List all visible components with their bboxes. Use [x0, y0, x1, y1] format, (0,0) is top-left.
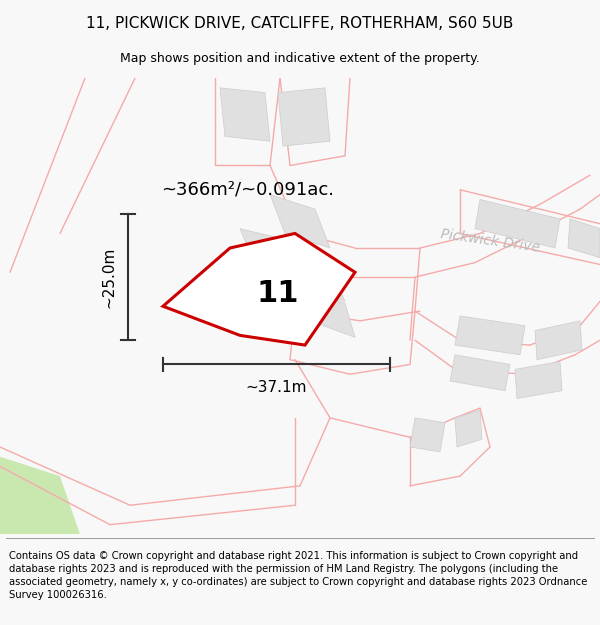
Text: ~37.1m: ~37.1m: [246, 380, 307, 395]
Text: Pickwick Drive: Pickwick Drive: [439, 228, 541, 255]
Polygon shape: [455, 316, 525, 355]
Text: Contains OS data © Crown copyright and database right 2021. This information is : Contains OS data © Crown copyright and d…: [9, 551, 587, 600]
Polygon shape: [450, 355, 510, 391]
Text: Map shows position and indicative extent of the property.: Map shows position and indicative extent…: [120, 52, 480, 65]
Polygon shape: [245, 272, 300, 321]
Polygon shape: [220, 88, 270, 141]
Polygon shape: [285, 253, 345, 301]
Polygon shape: [475, 199, 560, 248]
Polygon shape: [535, 321, 582, 359]
Polygon shape: [300, 287, 355, 338]
Text: ~366m²/~0.091ac.: ~366m²/~0.091ac.: [161, 181, 335, 199]
Polygon shape: [455, 410, 482, 447]
Text: 11, PICKWICK DRIVE, CATCLIFFE, ROTHERHAM, S60 5UB: 11, PICKWICK DRIVE, CATCLIFFE, ROTHERHAM…: [86, 16, 514, 31]
Text: ~25.0m: ~25.0m: [101, 246, 116, 308]
Polygon shape: [240, 229, 295, 272]
Polygon shape: [163, 234, 355, 345]
Polygon shape: [410, 418, 445, 452]
Polygon shape: [568, 219, 600, 258]
Polygon shape: [515, 362, 562, 399]
Polygon shape: [270, 194, 330, 248]
Text: 11: 11: [257, 279, 299, 308]
Polygon shape: [0, 457, 80, 534]
Polygon shape: [278, 88, 330, 146]
